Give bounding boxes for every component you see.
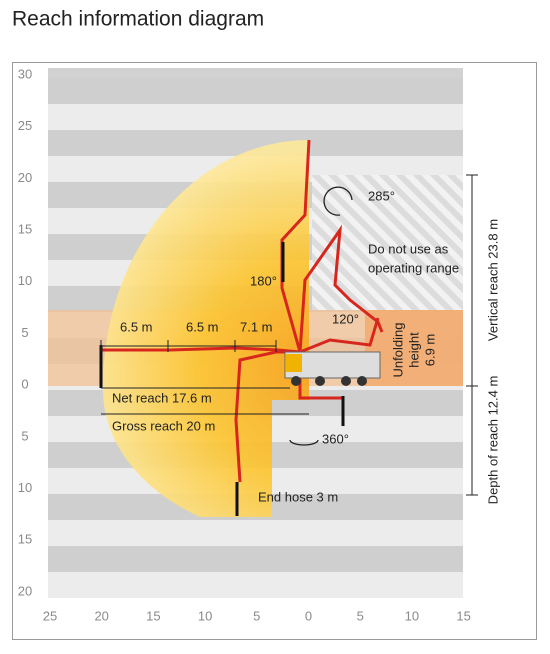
x-axis-label: 10 xyxy=(405,608,419,623)
annotation: 285° xyxy=(368,188,395,203)
annotation: Depth of reach 12.4 m xyxy=(485,376,500,505)
annotation: Gross reach 20 m xyxy=(112,418,215,433)
y-axis-label: 20 xyxy=(18,583,32,598)
frame xyxy=(12,62,537,640)
y-axis-label: 25 xyxy=(18,118,32,133)
truck xyxy=(284,351,381,386)
band xyxy=(48,520,463,546)
y-axis-label: 5 xyxy=(21,325,28,340)
band xyxy=(48,68,463,78)
band xyxy=(48,104,463,130)
x-axis-label: 25 xyxy=(43,608,57,623)
band xyxy=(48,572,463,598)
annotation: operating range xyxy=(368,260,459,275)
band xyxy=(48,78,463,104)
y-axis-label: 15 xyxy=(18,532,32,547)
segment-label: 6.5 m xyxy=(186,319,219,334)
annotation: Do not use as xyxy=(368,241,449,256)
x-axis-label: 15 xyxy=(146,608,160,623)
annotation: height xyxy=(406,332,421,368)
y-axis-label: 0 xyxy=(21,377,28,392)
y-axis-label: 5 xyxy=(21,428,28,443)
title: Reach information diagram xyxy=(12,8,264,31)
y-axis-label: 15 xyxy=(18,222,32,237)
end-hoses xyxy=(99,242,345,516)
dimension-lines xyxy=(100,174,478,496)
rotation-arrows xyxy=(289,186,353,446)
annotation: 360° xyxy=(322,431,349,446)
x-axis-label: 15 xyxy=(456,608,470,623)
annotation: Unfolding xyxy=(390,323,405,378)
y-axis-label: 20 xyxy=(18,170,32,185)
axes: 30 25 20 15 10 5 0 5 10 15 20 25 20 15 10 5 0 5 10 15 xyxy=(18,66,471,623)
x-axis-label: 5 xyxy=(253,608,260,623)
x-axis-label: 10 xyxy=(198,608,212,623)
annotation: 180° xyxy=(250,273,277,288)
x-axis-label: 20 xyxy=(94,608,108,623)
segment-label: 7.1 m xyxy=(240,319,273,334)
y-axis-label: 10 xyxy=(18,273,32,288)
x-axis-label: 0 xyxy=(305,608,312,623)
annotation: 120° xyxy=(332,311,359,326)
segment-label: 6.5 m xyxy=(120,319,153,334)
band xyxy=(48,546,463,572)
unfolding-zone xyxy=(365,310,463,386)
y-axis-label: 10 xyxy=(18,480,32,495)
x-axis-label: 5 xyxy=(357,608,364,623)
annotation: End hose 3 m xyxy=(258,489,338,504)
annotation: Net reach 17.6 m xyxy=(112,390,212,405)
annotation: Vertical reach 23.8 m xyxy=(485,219,500,341)
y-axis-label: 30 xyxy=(18,66,32,81)
annotation: 6.9 m xyxy=(422,334,437,367)
working-range xyxy=(102,140,309,517)
